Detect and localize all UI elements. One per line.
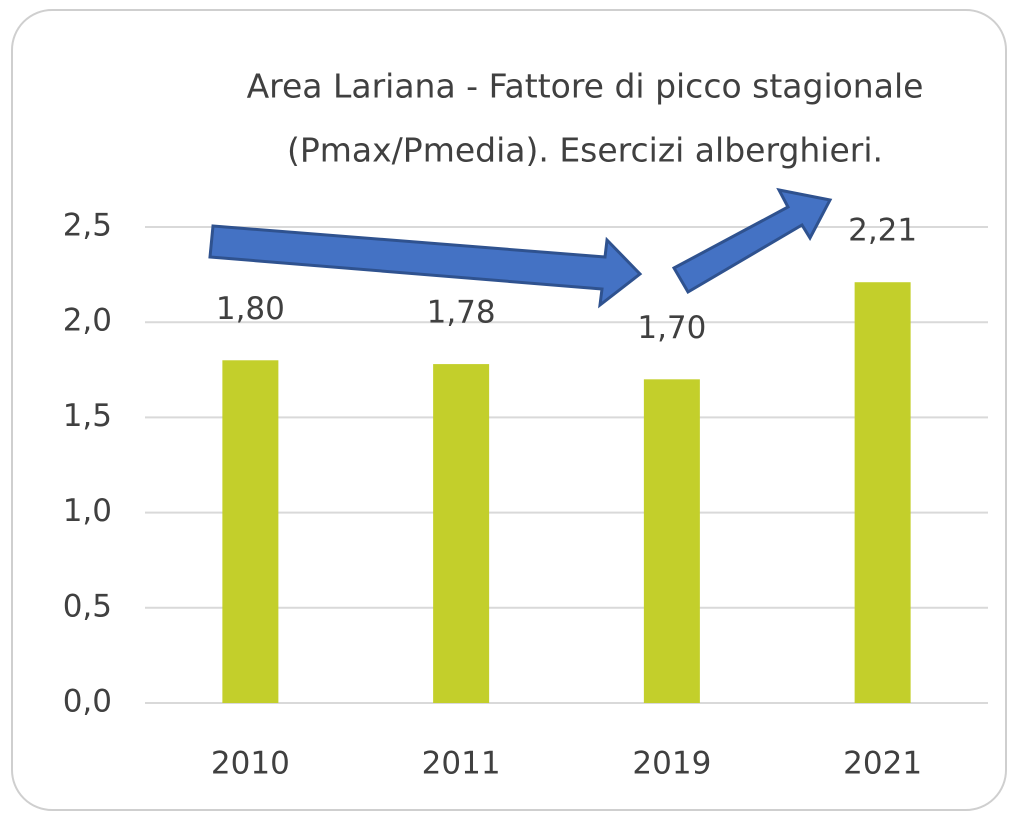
arrows xyxy=(208,187,833,309)
y-tick-label: 2,5 xyxy=(63,208,112,244)
data-label: 1,78 xyxy=(427,295,496,331)
x-tick-label: 2019 xyxy=(632,746,711,782)
x-tick-label: 2021 xyxy=(843,746,922,782)
arrow xyxy=(208,224,643,309)
y-tick-label: 0,0 xyxy=(63,684,112,720)
y-tick-label: 1,0 xyxy=(63,493,112,529)
bar xyxy=(643,379,700,703)
y-tick-label: 2,0 xyxy=(63,303,112,339)
x-tick-label: 2010 xyxy=(211,746,290,782)
arrow xyxy=(671,187,833,295)
y-tick-label: 0,5 xyxy=(63,588,112,624)
data-label: 2,21 xyxy=(848,213,917,249)
data-label: 1,70 xyxy=(637,310,706,346)
bar xyxy=(222,360,279,703)
bar xyxy=(854,282,911,703)
plot: 0,0 0,5 1,0 1,5 2,0 2,5 2010 1,80 2011 1,78 2019 1,… xyxy=(63,208,988,782)
bar xyxy=(433,364,490,703)
data-label: 1,80 xyxy=(216,291,285,327)
chart-title: (Pmax/Pmedia). Esercizi alberghieri. xyxy=(287,131,883,170)
chart-title: Area Lariana - Fattore di picco stagiona… xyxy=(247,67,924,106)
y-tick-label: 1,5 xyxy=(63,398,112,434)
x-tick-label: 2011 xyxy=(422,746,501,782)
